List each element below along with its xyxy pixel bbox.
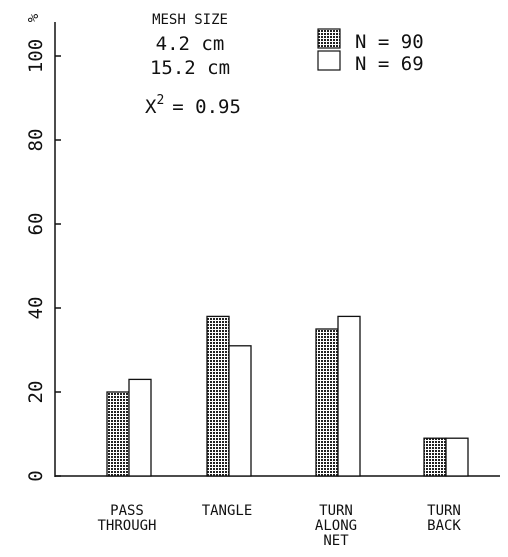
chi-square-value: = 0.95 <box>172 96 241 118</box>
bar-hatched-1 <box>206 315 230 477</box>
category-label: ALONG <box>315 518 357 534</box>
legend-mesh-size-1: 4.2 cm <box>156 33 225 55</box>
category-label: NET <box>323 533 349 549</box>
y-axis-ticks: 0 20 40 60 80 100 <box>25 39 61 482</box>
y-tick-label: 60 <box>25 213 47 236</box>
legend-mesh-size-2: 15.2 cm <box>150 57 230 79</box>
legend-count-1: N = 90 <box>355 31 424 53</box>
category-label: PASS <box>110 503 144 519</box>
y-tick-label: 40 <box>25 297 47 320</box>
chi-square-symbol: X <box>145 96 157 118</box>
legend-title: MESH SIZE <box>152 12 228 28</box>
y-tick-label: 20 <box>25 381 47 404</box>
chi-square-exponent: 2 <box>156 93 164 108</box>
chi-square-statistic: X2 = 0.95 <box>145 93 241 118</box>
bars <box>106 315 469 477</box>
y-tick-label: 80 <box>25 129 47 152</box>
bar-hatched-3 <box>423 437 447 477</box>
bar-white-3 <box>445 437 469 477</box>
y-tick-label: 100 <box>25 39 47 73</box>
category-label: TURN <box>319 503 353 519</box>
bar-hatched-0 <box>106 391 130 477</box>
category-label: BACK <box>427 518 461 534</box>
bar-white-1 <box>228 345 252 477</box>
bar-hatched-2 <box>315 328 339 477</box>
category-label: TANGLE <box>202 503 253 519</box>
legend-swatch-hatched <box>317 28 341 49</box>
bar-white-2 <box>337 315 361 477</box>
legend-swatch-white <box>317 50 341 71</box>
bar-white-0 <box>128 378 152 477</box>
y-tick-label: 0 <box>25 470 47 481</box>
y-axis-unit-label: % <box>26 13 42 22</box>
category-label: TURN <box>427 503 461 519</box>
legend: MESH SIZE 4.2 cm 15.2 cm N = 90 N = 69 <box>150 12 424 79</box>
legend-count-2: N = 69 <box>355 53 424 75</box>
category-label: THROUGH <box>97 518 156 534</box>
